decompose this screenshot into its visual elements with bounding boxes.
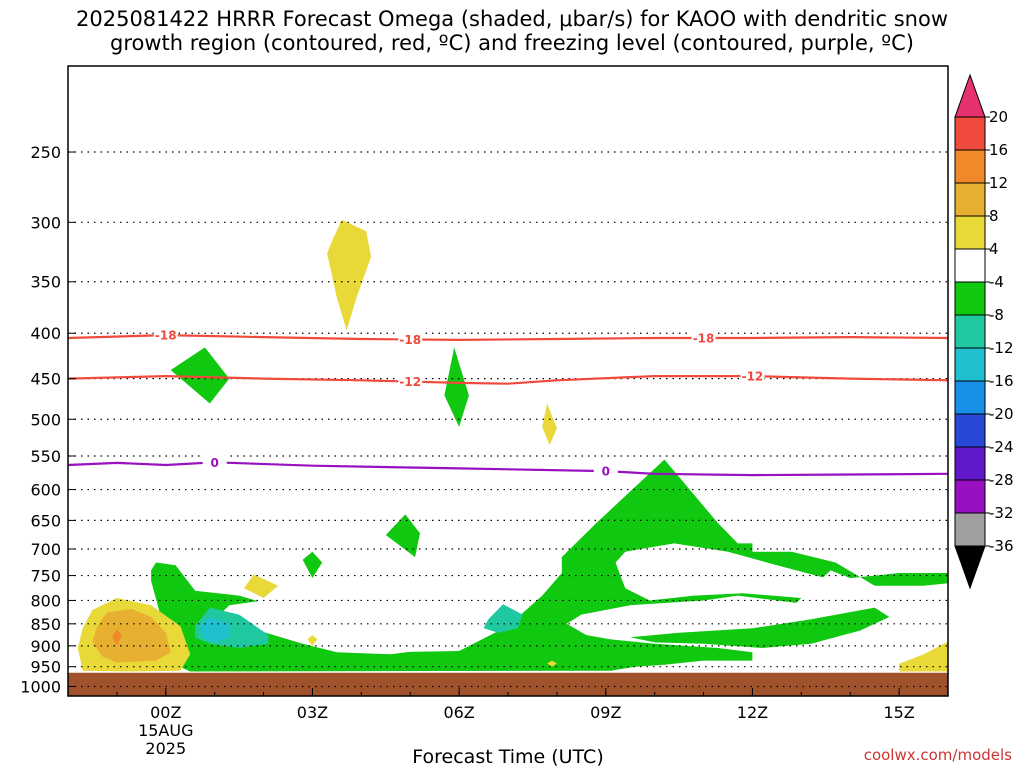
- colorbar-swatch: [954, 380, 986, 415]
- colorbar-label: -28: [989, 471, 1014, 489]
- omega-region: [151, 459, 949, 672]
- omega-region: [327, 219, 372, 331]
- contour-label-bg: [398, 374, 423, 389]
- colorbar-swatch: [954, 446, 986, 481]
- contour-label: -12: [399, 375, 421, 389]
- colorbar-label: -16: [989, 372, 1014, 390]
- colorbar-label: 20: [989, 108, 1008, 126]
- colorbar-label: 4: [989, 240, 999, 258]
- omega-region: [547, 660, 557, 667]
- colorbar-label: 12: [989, 174, 1008, 192]
- contour-label: -18: [399, 333, 421, 347]
- colorbar-swatch: [954, 479, 986, 514]
- colorbar-swatch: [954, 248, 986, 283]
- contour-label: 0: [210, 456, 218, 470]
- x-axis-label: Forecast Time (UTC): [412, 746, 603, 768]
- x-tick-label: 09Z: [590, 703, 621, 722]
- contour-label: -18: [155, 329, 177, 343]
- y-tick-label: 750: [30, 567, 61, 586]
- colorbar-swatch: [954, 149, 986, 184]
- colorbar-swatch: [954, 182, 986, 217]
- x-tick-label: 06Z: [443, 703, 474, 722]
- omega-region: [385, 514, 420, 558]
- omega-region: [200, 617, 230, 643]
- y-tick-label: 700: [30, 540, 61, 559]
- y-tick-label: 350: [30, 273, 61, 292]
- contour-label: 0: [602, 465, 610, 479]
- omega-region: [630, 607, 890, 648]
- omega-region: [307, 635, 318, 646]
- colorbar-swatch: [954, 215, 986, 250]
- colorbar-swatch: [954, 314, 986, 349]
- y-tick-label: 650: [30, 511, 61, 530]
- colorbar-label: 16: [989, 141, 1008, 159]
- y-tick-label: 800: [30, 591, 61, 610]
- axis-layer: 250 300 350 400 450 500 550 600 650 700 750 800 850 9…: [20, 143, 949, 758]
- colorbar-label: -8: [989, 306, 1004, 324]
- colorbar-swatch: [954, 281, 986, 316]
- y-tick-label: 600: [30, 481, 61, 500]
- omega-region: [444, 347, 469, 427]
- colorbar-label: -36: [989, 537, 1014, 555]
- y-tick-label: 300: [30, 213, 61, 232]
- chart-title-line-2: growth region (contoured, red, ºC) and f…: [110, 31, 914, 55]
- omega-region: [92, 609, 171, 663]
- colorbar-swatch: [954, 512, 986, 547]
- x-tick-label: 03Z: [297, 703, 328, 722]
- y-tick-label: 400: [30, 324, 61, 343]
- colorbar-label: 8: [989, 207, 999, 225]
- y-tick-label: 950: [30, 658, 61, 677]
- credit-text: coolwx.com/models: [864, 746, 1012, 764]
- dgz-contour-line: [67, 374, 949, 385]
- omega-region: [542, 403, 557, 446]
- x-tick-label: 15Z: [883, 703, 914, 722]
- y-tick-label: 1000: [20, 677, 61, 696]
- contour-label-bg: [153, 328, 178, 343]
- colorbar-swatch: [954, 413, 986, 448]
- x-tick-year: 2025: [145, 739, 186, 758]
- colorbar-label: -12: [989, 339, 1014, 357]
- contour-label-bg: [740, 369, 765, 384]
- y-tick-label: 900: [30, 637, 61, 656]
- omega-region: [899, 641, 948, 672]
- y-tick-label: 550: [30, 447, 61, 466]
- contour-layer: -18 -18 -18 -12 -12 0 0: [67, 328, 949, 479]
- plot-area: [68, 219, 949, 696]
- omega-region: [615, 543, 841, 601]
- omega-region: [112, 629, 122, 646]
- omega-region: [483, 604, 523, 633]
- colorbar-top-arrow: [954, 73, 986, 118]
- contour-label: -12: [742, 370, 764, 384]
- colorbar-label: -32: [989, 504, 1014, 522]
- y-tick-label: 250: [30, 143, 61, 162]
- dgz-contour-line: [67, 333, 949, 342]
- colorbar-label: -4: [989, 273, 1004, 291]
- x-tick-label: 12Z: [737, 703, 768, 722]
- contour-label-bg: [691, 331, 716, 346]
- omega-region: [302, 551, 323, 579]
- contour-label: -18: [693, 332, 715, 346]
- omega-region: [244, 574, 279, 598]
- terrain-band: [68, 672, 948, 696]
- freezing-level-line: [67, 461, 949, 477]
- colorbar-bottom-arrow: [954, 545, 986, 590]
- y-tick-label: 500: [30, 410, 61, 429]
- omega-region: [170, 347, 230, 404]
- chart-title-line-1: 2025081422 HRRR Forecast Omega (shaded, …: [76, 7, 948, 31]
- omega-region: [214, 600, 494, 655]
- colorbar-label: -24: [989, 438, 1014, 456]
- contour-label-bg: [593, 464, 618, 479]
- contour-label-bg: [202, 455, 227, 470]
- y-tick-label: 850: [30, 615, 61, 634]
- colorbar-label: -20: [989, 405, 1014, 423]
- colorbar: 20 16 12 8 4 -4 -8 -12 -16 -20 -24 -28 -32 -36: [954, 73, 1014, 590]
- contour-label-bg: [398, 332, 423, 347]
- y-tick-label: 450: [30, 370, 61, 389]
- x-tick-label: 00Z: [150, 703, 181, 722]
- x-tick-date: 15AUG: [138, 721, 193, 740]
- colorbar-swatch: [954, 347, 986, 382]
- colorbar-swatch: [954, 116, 986, 151]
